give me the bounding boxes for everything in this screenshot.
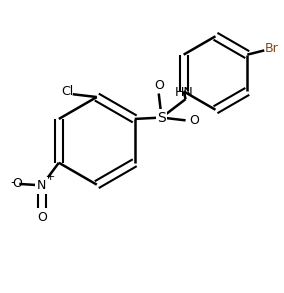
Text: O: O: [12, 178, 22, 190]
Text: Br: Br: [264, 42, 278, 55]
Text: -: -: [10, 176, 14, 189]
Text: O: O: [37, 210, 47, 224]
Text: HN: HN: [175, 86, 194, 99]
Text: O: O: [154, 79, 164, 91]
Text: Cl: Cl: [61, 86, 73, 98]
Text: S: S: [157, 110, 166, 125]
Text: N: N: [37, 179, 47, 192]
Text: +: +: [46, 173, 55, 183]
Text: O: O: [189, 114, 199, 127]
